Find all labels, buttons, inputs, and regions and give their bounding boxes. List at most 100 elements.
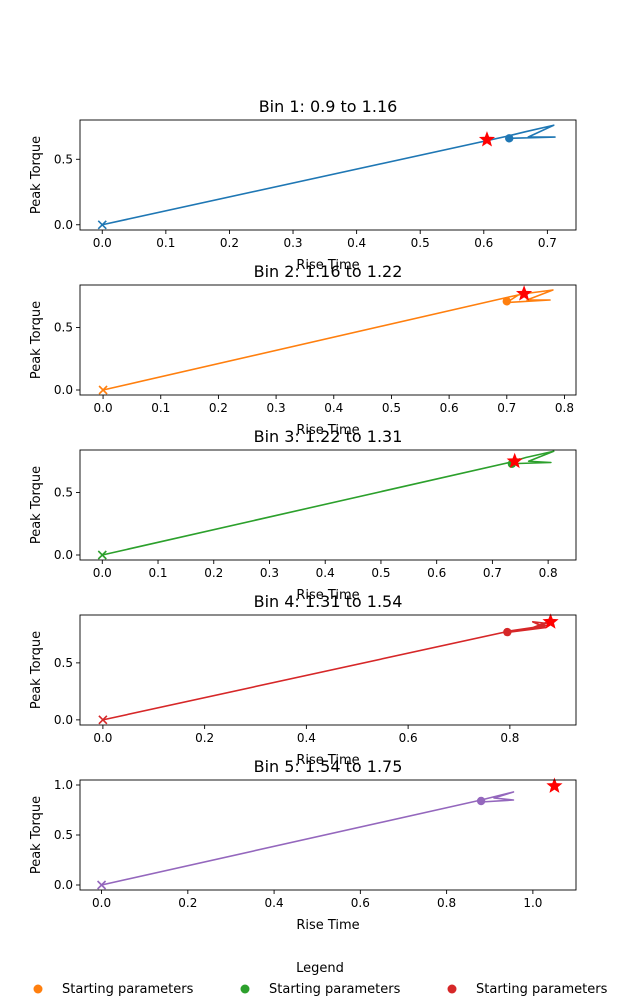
subplot-4: Bin 4: 1.31 to 1.54 0.0 0.2 0.4 0.6 0.8 0.0 0.5… bbox=[29, 592, 577, 768]
best-point-marker bbox=[478, 131, 496, 147]
x-tick-label: 0.1 bbox=[148, 566, 167, 580]
subplot-3: Bin 3: 1.22 to 1.31 0.0 0.1 0.2 0.3 0.4 0.5 0.6… bbox=[29, 427, 577, 603]
x-tick-label: 0.7 bbox=[497, 401, 516, 415]
x-tick-label: 0.7 bbox=[483, 566, 502, 580]
x-tick-label: 0.6 bbox=[427, 566, 446, 580]
charts: Bin 1: 0.9 to 1.16 0.0 0.1 0.2 0.3 0.4 0.5 0.6 0… bbox=[29, 97, 577, 933]
x-tick-label: 0.0 bbox=[94, 401, 113, 415]
axes-frame bbox=[79, 119, 577, 231]
series-line bbox=[102, 619, 554, 721]
x-tick-label: 0.8 bbox=[539, 566, 558, 580]
x-tick-label: 0.6 bbox=[351, 896, 370, 910]
x-tick-label: 0.2 bbox=[209, 401, 228, 415]
y-tick-label: 0.5 bbox=[54, 486, 73, 500]
legend: Legend Starting parameters Starting para… bbox=[33, 961, 608, 997]
x-tick-label: 0.7 bbox=[538, 236, 557, 250]
x-tick-label: 0.8 bbox=[555, 401, 574, 415]
x-tick-label: 0.5 bbox=[371, 566, 390, 580]
subplot-1: Bin 1: 0.9 to 1.16 0.0 0.1 0.2 0.3 0.4 0.5 0.6 0… bbox=[29, 97, 577, 273]
y-tick-label: 0.0 bbox=[54, 548, 73, 562]
series-line bbox=[102, 289, 554, 391]
y-axis-label: Peak Torque bbox=[29, 631, 44, 709]
start-point-marker bbox=[98, 715, 108, 725]
y-tick-label: 0.5 bbox=[54, 321, 73, 335]
x-tick-label: 0.1 bbox=[156, 236, 175, 250]
x-tick-label: 0.0 bbox=[92, 896, 111, 910]
x-tick-label: 0.0 bbox=[93, 566, 112, 580]
y-tick-label: 0.0 bbox=[54, 383, 73, 397]
x-tick-label: 0.8 bbox=[437, 896, 456, 910]
start-point-marker bbox=[97, 550, 107, 560]
best-point-marker bbox=[506, 452, 523, 469]
x-tick-label: 0.6 bbox=[474, 236, 493, 250]
x-tick-label: 0.3 bbox=[260, 566, 279, 580]
legend-label-2: Starting parameters bbox=[269, 982, 401, 997]
x-tick-label: 0.6 bbox=[399, 731, 418, 745]
best-point-marker bbox=[542, 613, 559, 629]
x-tick-label: 0.5 bbox=[411, 236, 430, 250]
y-axis-label: Peak Torque bbox=[29, 136, 44, 214]
subplot-title: Bin 5: 1.54 to 1.75 bbox=[254, 757, 403, 776]
best-point-marker bbox=[516, 285, 533, 301]
x-tick-label: 0.3 bbox=[283, 236, 302, 250]
x-tick-label: 0.2 bbox=[178, 896, 197, 910]
subplot-title: Bin 1: 0.9 to 1.16 bbox=[259, 97, 398, 116]
axes-frame bbox=[79, 284, 577, 396]
subplot-title: Bin 2: 1.16 to 1.22 bbox=[254, 262, 403, 281]
start-point-marker bbox=[98, 385, 108, 395]
axes-frame bbox=[79, 449, 577, 561]
legend-marker-2 bbox=[240, 984, 250, 994]
x-tick-label: 0.2 bbox=[204, 566, 223, 580]
y-axis-label: Peak Torque bbox=[29, 796, 44, 874]
subplot-title: Bin 3: 1.22 to 1.31 bbox=[254, 427, 403, 446]
x-tick-label: 0.4 bbox=[297, 731, 316, 745]
y-tick-label: 0.5 bbox=[54, 656, 73, 670]
x-tick-label: 0.5 bbox=[382, 401, 401, 415]
start-point-marker bbox=[97, 220, 107, 230]
x-tick-label: 0.4 bbox=[324, 401, 343, 415]
y-axis-label: Peak Torque bbox=[29, 301, 44, 379]
x-tick-label: 1.0 bbox=[523, 896, 542, 910]
series-line bbox=[101, 791, 515, 886]
x-axis-label: Rise Time bbox=[296, 258, 359, 273]
x-tick-label: 0.4 bbox=[316, 566, 335, 580]
subplot-title: Bin 4: 1.31 to 1.54 bbox=[254, 592, 403, 611]
legend-title: Legend bbox=[296, 961, 344, 976]
x-tick-label: 0.4 bbox=[347, 236, 366, 250]
y-tick-label: 1.0 bbox=[54, 778, 73, 792]
legend-label-1: Starting parameters bbox=[62, 982, 194, 997]
current-point-marker bbox=[505, 134, 514, 143]
x-tick-label: 0.6 bbox=[440, 401, 459, 415]
x-tick-label: 0.2 bbox=[195, 731, 214, 745]
x-tick-label: 0.3 bbox=[267, 401, 286, 415]
x-axis-label: Rise Time bbox=[296, 588, 359, 603]
x-axis-label: Rise Time bbox=[296, 753, 359, 768]
best-point-marker bbox=[546, 777, 563, 793]
y-tick-label: 0.0 bbox=[54, 878, 73, 892]
start-point-marker bbox=[96, 880, 107, 890]
current-point-marker bbox=[476, 796, 486, 806]
x-tick-label: 0.1 bbox=[151, 401, 170, 415]
current-point-marker bbox=[502, 297, 511, 306]
axes-frame bbox=[79, 614, 577, 726]
x-tick-label: 0.2 bbox=[220, 236, 239, 250]
legend-marker-3 bbox=[447, 984, 457, 994]
subplot-5: Bin 5: 1.54 to 1.75 0.0 0.2 0.4 0.6 0.8 1.0 0.0… bbox=[29, 757, 577, 933]
x-axis-label: Rise Time bbox=[296, 423, 359, 438]
legend-label-3: Starting parameters bbox=[476, 982, 608, 997]
y-tick-label: 0.5 bbox=[54, 828, 73, 842]
x-tick-label: 0.0 bbox=[93, 236, 112, 250]
x-axis-label: Rise Time bbox=[296, 918, 359, 933]
legend-marker-1 bbox=[33, 984, 43, 994]
y-tick-label: 0.0 bbox=[54, 713, 73, 727]
y-tick-label: 0.0 bbox=[54, 218, 73, 232]
y-tick-label: 0.5 bbox=[54, 152, 73, 166]
legend-entry: Starting parameters bbox=[447, 982, 608, 997]
x-tick-label: 0.0 bbox=[93, 731, 112, 745]
x-tick-label: 0.8 bbox=[500, 731, 519, 745]
legend-entry: Starting parameters bbox=[240, 982, 401, 997]
legend-entry: Starting parameters bbox=[33, 982, 194, 997]
x-tick-label: 0.4 bbox=[265, 896, 284, 910]
